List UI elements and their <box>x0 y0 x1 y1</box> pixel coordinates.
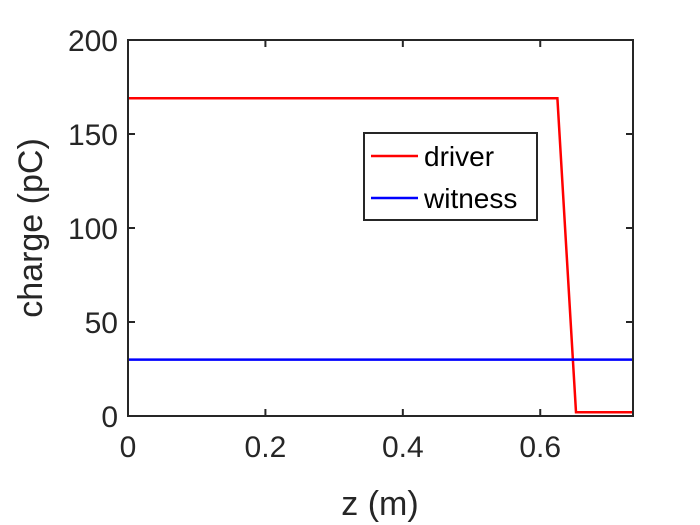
x-tick-label: 0.6 <box>519 431 561 464</box>
y-tick-label: 100 <box>68 213 118 246</box>
legend-label-witness: witness <box>423 183 517 214</box>
y-tick-label: 150 <box>68 119 118 152</box>
y-tick-label: 200 <box>68 25 118 58</box>
legend-box <box>363 132 538 221</box>
series-line-driver <box>128 97 633 414</box>
x-tick-label: 0.2 <box>245 431 287 464</box>
x-tick-label: 0 <box>120 431 137 464</box>
series-layer <box>128 97 633 414</box>
legend-label-driver: driver <box>424 141 494 172</box>
y-axis-label: charge (pC) <box>12 138 50 318</box>
x-axis-label: z (m) <box>341 485 418 523</box>
plot-frame <box>127 39 634 417</box>
legend: driver witness <box>363 132 538 221</box>
x-tick-label: 0.4 <box>382 431 424 464</box>
y-tick-labels: 0 50 100 150 200 <box>68 25 118 434</box>
y-tick-label: 50 <box>85 307 118 340</box>
y-tick-label: 0 <box>101 401 118 434</box>
x-tick-labels: 0 0.2 0.4 0.6 <box>120 431 561 464</box>
